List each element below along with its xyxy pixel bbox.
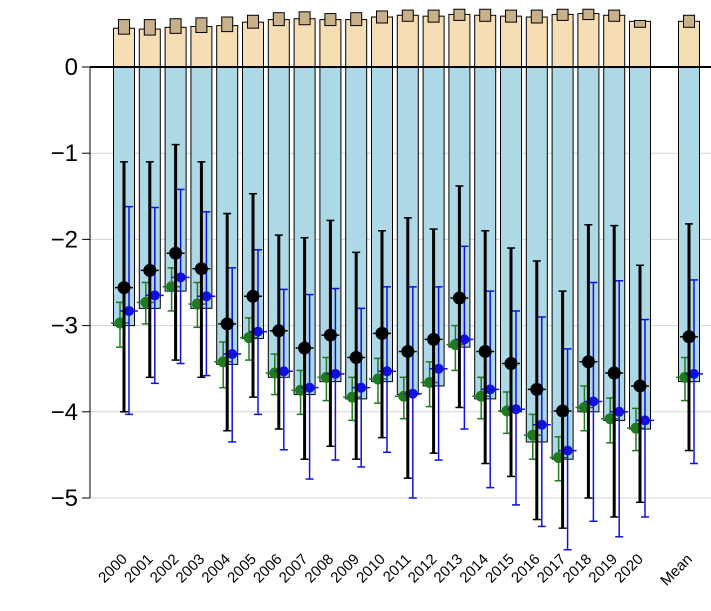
blue-point-2009 (356, 382, 367, 393)
positive-cap-2013 (453, 8, 466, 21)
positive-cap-2006 (272, 12, 285, 27)
y-tick-label-0: 0 (65, 54, 78, 81)
positive-cap-2020 (634, 19, 646, 28)
black-point-2003 (194, 262, 208, 276)
positive-cap-2012 (427, 9, 440, 23)
blue-point-2007 (304, 382, 315, 393)
positive-cap-2015 (505, 9, 517, 23)
positive-bar-2018 (577, 13, 600, 68)
blue-point-2010 (382, 366, 392, 377)
positive-cap-2016 (530, 9, 543, 24)
positive-cap-2002 (169, 18, 182, 34)
positive-cap-2009 (350, 12, 363, 27)
positive-cap-2008 (324, 13, 337, 27)
positive-bar-2015 (500, 15, 522, 68)
black-point-2001 (143, 263, 157, 277)
blue-point-2016 (536, 419, 547, 430)
blue-point-2013 (459, 334, 470, 345)
black-point-2016 (530, 382, 544, 396)
black-point-2012 (427, 332, 441, 346)
black-point-2009 (349, 350, 363, 364)
blue-point-2017 (562, 445, 573, 456)
black-point-2020 (633, 379, 647, 393)
positive-bar-2017 (551, 13, 574, 68)
positive-bar-2020 (629, 20, 651, 68)
positive-bar-2005 (242, 21, 264, 68)
x-tick-label-Mean: Mean (657, 551, 696, 590)
blue-point-2018 (588, 396, 599, 407)
y-axis: 0 −1 −2 −3 −4 −5 (51, 54, 91, 512)
positive-bar-2014 (474, 14, 497, 68)
blue-point-2015 (511, 404, 521, 415)
blue-point-2001 (149, 290, 160, 301)
black-point-2013 (452, 291, 466, 305)
blue-point-2004 (227, 349, 238, 360)
positive-bar-2012 (422, 15, 445, 68)
blue-point-2019 (614, 406, 625, 417)
positive-cap-Mean (683, 14, 695, 28)
positive-bar-2008 (319, 19, 342, 68)
blue-point-2002 (175, 272, 186, 283)
blue-point-2005 (253, 326, 263, 337)
positive-cap-2004 (221, 16, 234, 33)
blue-point-2008 (330, 368, 341, 379)
positive-cap-2003 (195, 17, 208, 33)
black-point-2014 (478, 344, 492, 358)
positive-bar-2007 (293, 18, 316, 68)
positive-bar-2019 (603, 14, 626, 68)
positive-cap-2018 (582, 8, 595, 21)
positive-cap-2011 (401, 9, 414, 22)
positive-cap-2010 (376, 10, 388, 24)
black-point-2017 (556, 404, 570, 418)
black-point-2007 (298, 341, 312, 355)
x-axis-labels: 2000200120022003200420052006200720082009… (95, 551, 696, 590)
y-tick-label-2: −2 (51, 226, 78, 253)
black-point-2011 (401, 344, 415, 358)
black-point-2019 (607, 366, 621, 380)
blue-point-Mean (689, 368, 699, 379)
positive-bar-2009 (345, 19, 368, 68)
blue-point-2014 (485, 384, 496, 395)
black-point-2006 (272, 324, 286, 338)
blue-point-2011 (407, 388, 418, 399)
blue-point-2000 (124, 305, 134, 316)
positive-bar-Mean (678, 20, 700, 68)
positive-cap-2000 (118, 19, 130, 35)
positive-bar-2016 (525, 16, 548, 68)
positive-cap-2001 (143, 19, 156, 36)
black-point-2005 (246, 289, 260, 303)
positive-cap-2017 (556, 8, 569, 21)
y-tick-label-1: −1 (51, 140, 78, 167)
blue-point-2003 (201, 291, 212, 302)
positive-cap-2005 (247, 14, 259, 29)
black-point-2018 (581, 355, 595, 369)
blue-point-2020 (640, 415, 650, 426)
blue-point-2006 (278, 366, 289, 377)
positive-cap-2014 (479, 8, 492, 22)
blue-point-2012 (433, 363, 444, 374)
positive-bar-2006 (267, 19, 290, 68)
y-tick-label-4: −4 (51, 399, 78, 426)
point-layer (111, 143, 703, 551)
black-point-2002 (169, 246, 183, 260)
black-point-Mean (682, 330, 696, 344)
y-tick-label-5: −5 (51, 485, 78, 512)
black-point-2010 (375, 326, 389, 340)
black-point-2015 (504, 357, 518, 371)
x-tick-label-2020: 2020 (611, 551, 647, 587)
x-tick-label-2011: 2011 (380, 551, 415, 586)
positive-cap-2019 (608, 9, 621, 22)
positive-bar-2011 (396, 14, 419, 68)
positive-bar-2010 (371, 16, 393, 68)
y-tick-label-3: −3 (51, 313, 78, 340)
positive-bar-2013 (448, 13, 471, 68)
black-point-2000 (117, 281, 131, 295)
positive-cap-2007 (298, 11, 311, 26)
black-point-2004 (220, 317, 234, 331)
black-point-2008 (323, 328, 337, 342)
